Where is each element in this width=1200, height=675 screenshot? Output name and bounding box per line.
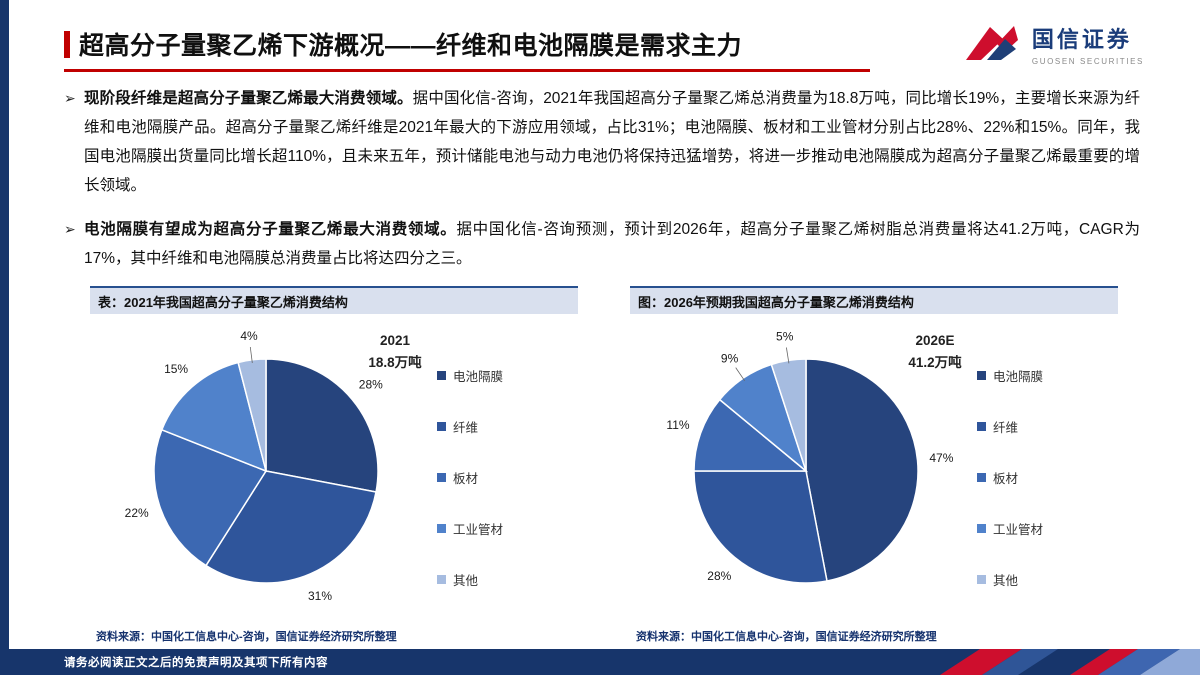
pie-slice-2	[153, 428, 268, 567]
chart-body-2021: 28% 31% 22% 15% 4% 2021 18.8万吨 电池隔膜 纤维 板材 工业…	[90, 314, 578, 624]
pie-percent-label: 11%	[666, 418, 689, 432]
legend-item: 纤维	[977, 417, 1043, 436]
legend-label: 电池隔膜	[453, 370, 504, 384]
guosen-logo: 国信证券 GUOSEN SECURITIES	[964, 22, 1144, 66]
charts-row: 表：2021年我国超高分子量聚乙烯消费结构 28% 31% 22% 15% 4% 202…	[90, 286, 1118, 644]
legend-label: 工业管材	[993, 523, 1044, 537]
legend-label: 板材	[993, 472, 1019, 486]
arrow-bullet-icon: ➢	[64, 221, 76, 237]
legend-swatch-icon	[977, 422, 986, 431]
legend-swatch-icon	[977, 575, 986, 584]
pie-percent-label: 9%	[721, 352, 739, 366]
pie-center-label-2021: 2021 18.8万吨	[368, 333, 422, 371]
legend-swatch-icon	[437, 524, 446, 533]
pie-slice-0	[265, 358, 379, 493]
pie-percent-label: 4%	[240, 329, 258, 343]
legend-2021: 电池隔膜 纤维 板材 工业管材 其他	[437, 366, 503, 589]
pie-percent-label: 5%	[776, 330, 794, 344]
legend-label: 其他	[453, 574, 479, 588]
bullet-item-2: ➢ 电池隔膜有望成为超高分子量聚乙烯最大消费领域。据中国化信-咨询预测，预计到2…	[64, 215, 1140, 273]
pie-percent-label: 28%	[707, 569, 731, 583]
header: 超高分子量聚乙烯下游概况——纤维和电池隔膜是需求主力	[64, 26, 870, 72]
footer-decoration	[940, 649, 1200, 675]
pie-slice-0	[805, 358, 919, 582]
legend-label: 纤维	[453, 421, 479, 435]
legend-item: 工业管材	[437, 519, 503, 538]
legend-swatch-icon	[977, 473, 986, 482]
pie-center-label-2026: 2026E 41.2万吨	[908, 333, 962, 371]
bullet-2-body: 据中国化信-咨询预测，预计到2026年，超高分子量聚乙烯树脂总消费量将达41.2…	[84, 221, 1140, 267]
bullet-list: ➢ 现阶段纤维是超高分子量聚乙烯最大消费领域。据中国化信-咨询，2021年我国超…	[64, 84, 1140, 288]
legend-item: 板材	[437, 468, 503, 487]
chart-title-2026: 图：2026年预期我国超高分子量聚乙烯消费结构	[630, 286, 1118, 314]
pie-percent-label: 28%	[359, 377, 383, 391]
legend-label: 电池隔膜	[993, 370, 1044, 384]
bullet-text-1: 现阶段纤维是超高分子量聚乙烯最大消费领域。据中国化信-咨询，2021年我国超高分…	[84, 84, 1140, 200]
pie-slice-1	[693, 470, 828, 584]
pie-slice-2	[693, 398, 809, 472]
legend-item: 其他	[437, 570, 503, 589]
legend-item: 电池隔膜	[977, 366, 1043, 385]
legend-swatch-icon	[437, 473, 446, 482]
legend-item: 纤维	[437, 417, 503, 436]
guosen-logo-mark	[965, 26, 1018, 60]
footer-bar: 请务必阅读正文之后的免责声明及其项下所有内容	[0, 649, 1200, 675]
pie-percent-label: 47%	[929, 451, 953, 465]
title-accent-bar	[64, 30, 70, 58]
bullet-2-lead: 电池隔膜有望成为超高分子量聚乙烯最大消费领域。	[84, 221, 457, 238]
legend-item: 工业管材	[977, 519, 1043, 538]
legend-swatch-icon	[437, 575, 446, 584]
page-title: 超高分子量聚乙烯下游概况——纤维和电池隔膜是需求主力	[79, 32, 743, 60]
pie-percent-label: 15%	[164, 362, 188, 376]
legend-item: 其他	[977, 570, 1043, 589]
left-edge-band	[0, 0, 9, 675]
pie-chart-2021: 28% 31% 22% 15% 4%	[125, 329, 383, 603]
pie-chart-2026: 47% 28% 11% 9% 5%	[666, 330, 954, 584]
chart-panel-2021: 表：2021年我国超高分子量聚乙烯消费结构 28% 31% 22% 15% 4% 202…	[90, 286, 578, 644]
bullet-text-2: 电池隔膜有望成为超高分子量聚乙烯最大消费领域。据中国化信-咨询预测，预计到202…	[84, 215, 1140, 273]
bullet-1-lead: 现阶段纤维是超高分子量聚乙烯最大消费领域。	[84, 90, 413, 107]
pie-slice-3	[160, 361, 268, 473]
logo-text-en: GUOSEN SECURITIES	[1031, 57, 1144, 66]
pie-percent-label: 22%	[125, 506, 149, 520]
legend-item: 板材	[977, 468, 1043, 487]
legend-label: 工业管材	[453, 523, 504, 537]
title-underline	[64, 69, 870, 72]
footer-disclaimer: 请务必阅读正文之后的免责声明及其项下所有内容	[64, 657, 328, 669]
arrow-bullet-icon: ➢	[64, 90, 76, 106]
leader-line	[249, 346, 253, 363]
legend-label: 纤维	[993, 421, 1019, 435]
legend-label: 其他	[993, 574, 1019, 588]
chart-body-2026: 47% 28% 11% 9% 5% 2026E 41.2万吨 电池隔膜 纤维 板材 工业…	[630, 314, 1118, 624]
leader-line	[786, 347, 790, 364]
legend-swatch-icon	[977, 371, 986, 380]
pie-percent-label: 31%	[308, 589, 332, 603]
source-note-2021: 资料来源：中国化工信息中心-咨询，国信证券经济研究所整理	[96, 631, 397, 643]
bullet-1-body: 据中国化信-咨询，2021年我国超高分子量聚乙烯总消费量为18.8万吨，同比增长…	[84, 90, 1140, 194]
bullet-item-1: ➢ 现阶段纤维是超高分子量聚乙烯最大消费领域。据中国化信-咨询，2021年我国超…	[64, 84, 1140, 200]
leader-line	[735, 367, 746, 382]
legend-2026: 电池隔膜 纤维 板材 工业管材 其他	[977, 366, 1043, 589]
legend-swatch-icon	[437, 422, 446, 431]
legend-item: 电池隔膜	[437, 366, 503, 385]
legend-label: 板材	[453, 472, 479, 486]
logo-text-cn: 国信证券	[1031, 27, 1132, 52]
chart-panel-2026: 图：2026年预期我国超高分子量聚乙烯消费结构 47% 28% 11% 9% 5% 20…	[630, 286, 1118, 644]
legend-swatch-icon	[977, 524, 986, 533]
chart-title-2021: 表：2021年我国超高分子量聚乙烯消费结构	[90, 286, 578, 314]
legend-swatch-icon	[437, 371, 446, 380]
source-note-2026: 资料来源：中国化工信息中心-咨询，国信证券经济研究所整理	[636, 631, 937, 643]
